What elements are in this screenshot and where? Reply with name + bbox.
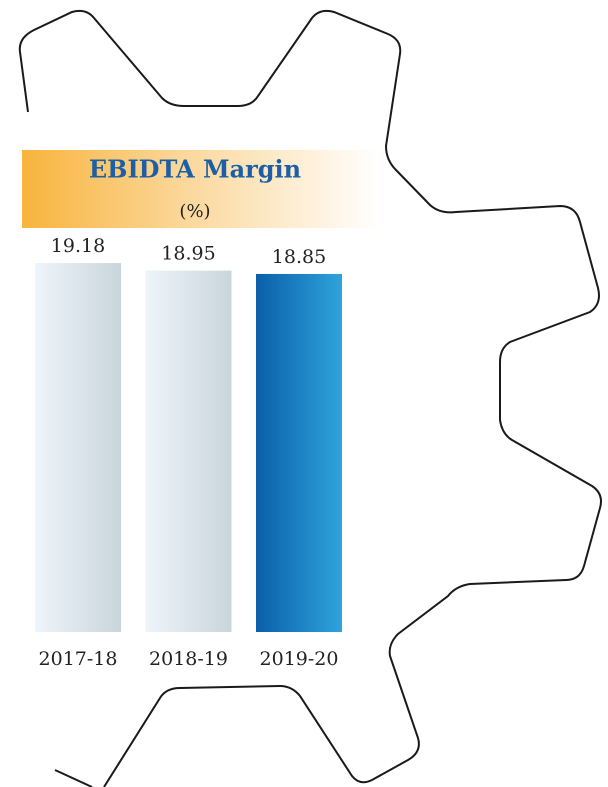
chart-title: EBIDTA Margin: [89, 155, 301, 184]
gear-outline: [54, 769, 93, 787]
x-tick-label: 2019-20: [260, 648, 339, 670]
bar: [145, 270, 232, 632]
x-tick-label: 2017-18: [39, 648, 118, 670]
bar: [256, 273, 342, 632]
value-label: 18.95: [161, 243, 215, 265]
title-band: [22, 150, 380, 228]
value-label: 18.85: [272, 246, 326, 268]
x-tick-label: 2018-19: [149, 648, 228, 670]
gear-outline: [18, 9, 602, 787]
value-label: 19.18: [51, 235, 105, 257]
chart-subtitle: (%): [179, 201, 210, 222]
bar: [35, 263, 121, 632]
